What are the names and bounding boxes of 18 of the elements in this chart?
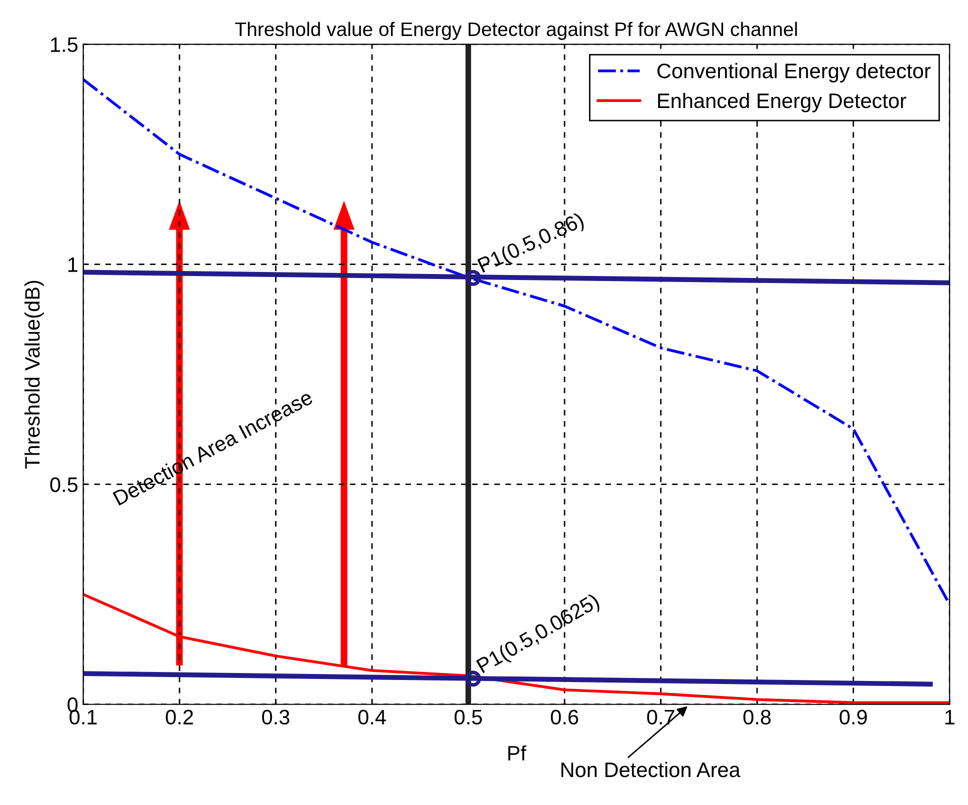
text: Non Detection Area: [561, 762, 740, 778]
x-tick-label: 0.7: [647, 710, 674, 725]
y-tick-label: 1: [68, 258, 78, 272]
x-tick-label: 1: [945, 710, 954, 724]
chart-title: Threshold value of Energy Detector against Pf for AWGN channel: [235, 22, 797, 40]
x-tick-label: 0.5: [454, 710, 482, 725]
x-axis-title: Pf: [508, 745, 526, 760]
x-tick-label: 0.9: [840, 710, 867, 725]
y-tick-label: 0.5: [50, 477, 78, 492]
legend-label: Enhanced Energy Detector: [658, 92, 906, 112]
y-tick-label: 1.5: [51, 37, 78, 52]
x-tick-label: 0.2: [166, 710, 193, 725]
x-tick-label: 0.8: [743, 710, 771, 725]
x-tick-label: 0.4: [358, 710, 386, 725]
x-tick-label: 0.6: [550, 710, 578, 725]
legend-label: Conventional Energy detector: [657, 63, 931, 82]
y-axis-title: Threshold Value(dB): [24, 280, 44, 469]
x-tick-label: 0.3: [262, 710, 290, 725]
